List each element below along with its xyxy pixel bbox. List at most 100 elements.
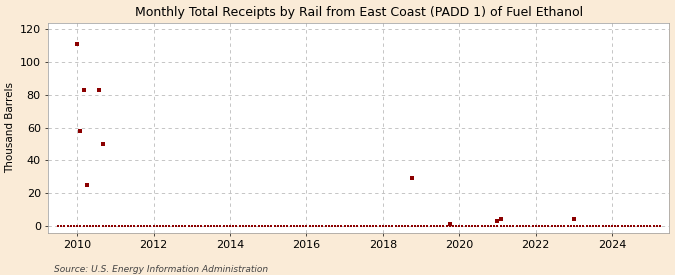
- Point: [381, 224, 392, 228]
- Point: [457, 224, 468, 228]
- Point: [429, 224, 439, 228]
- Point: [205, 224, 216, 228]
- Point: [600, 224, 611, 228]
- Point: [635, 224, 646, 228]
- Point: [65, 224, 76, 228]
- Point: [75, 224, 86, 228]
- Point: [553, 224, 564, 228]
- Point: [253, 224, 264, 228]
- Point: [97, 224, 108, 228]
- Point: [238, 224, 248, 228]
- Point: [451, 224, 462, 228]
- Point: [473, 224, 484, 228]
- Point: [412, 224, 423, 228]
- Point: [155, 224, 165, 228]
- Point: [444, 224, 455, 228]
- Point: [575, 224, 586, 228]
- Point: [171, 224, 182, 228]
- Point: [215, 224, 226, 228]
- Point: [123, 224, 134, 228]
- Point: [53, 224, 63, 228]
- Point: [317, 224, 328, 228]
- Point: [78, 87, 89, 92]
- Point: [533, 224, 544, 228]
- Point: [72, 224, 82, 228]
- Point: [310, 224, 321, 228]
- Point: [196, 224, 207, 228]
- Point: [342, 224, 353, 228]
- Point: [514, 224, 525, 228]
- Point: [374, 224, 385, 228]
- Point: [629, 224, 640, 228]
- Point: [511, 224, 522, 228]
- Point: [275, 224, 286, 228]
- Point: [333, 224, 344, 228]
- Text: Source: U.S. Energy Information Administration: Source: U.S. Energy Information Administ…: [54, 265, 268, 274]
- Point: [282, 224, 293, 228]
- Point: [186, 224, 197, 228]
- Point: [444, 222, 455, 227]
- Point: [610, 224, 621, 228]
- Point: [101, 224, 111, 228]
- Point: [406, 176, 417, 181]
- Point: [180, 224, 191, 228]
- Point: [613, 224, 624, 228]
- Point: [520, 224, 531, 228]
- Point: [566, 224, 576, 228]
- Point: [260, 224, 271, 228]
- Point: [62, 224, 73, 228]
- Point: [403, 224, 414, 228]
- Point: [247, 224, 258, 228]
- Point: [489, 224, 500, 228]
- Point: [464, 224, 475, 228]
- Point: [158, 224, 169, 228]
- Point: [492, 219, 503, 223]
- Point: [568, 217, 579, 222]
- Point: [292, 224, 302, 228]
- Point: [227, 224, 238, 228]
- Point: [340, 224, 350, 228]
- Point: [568, 224, 579, 228]
- Point: [263, 224, 273, 228]
- Point: [327, 224, 338, 228]
- Point: [645, 224, 655, 228]
- Point: [119, 224, 130, 228]
- Point: [396, 224, 407, 228]
- Point: [537, 224, 547, 228]
- Point: [72, 42, 82, 46]
- Point: [425, 224, 436, 228]
- Point: [435, 224, 446, 228]
- Point: [59, 224, 70, 228]
- Point: [193, 224, 204, 228]
- Point: [364, 224, 375, 228]
- Point: [419, 224, 430, 228]
- Y-axis label: Thousand Barrels: Thousand Barrels: [5, 82, 16, 173]
- Point: [371, 224, 382, 228]
- Point: [336, 224, 347, 228]
- Point: [94, 224, 105, 228]
- Point: [406, 224, 417, 228]
- Point: [578, 224, 589, 228]
- Point: [508, 224, 519, 228]
- Point: [556, 224, 566, 228]
- Point: [438, 224, 449, 228]
- Point: [107, 224, 117, 228]
- Point: [288, 224, 299, 228]
- Point: [91, 224, 102, 228]
- Point: [422, 224, 433, 228]
- Point: [84, 224, 95, 228]
- Point: [362, 224, 373, 228]
- Point: [431, 224, 442, 228]
- Point: [298, 224, 308, 228]
- Point: [505, 224, 516, 228]
- Point: [476, 224, 487, 228]
- Point: [384, 224, 395, 228]
- Point: [234, 224, 245, 228]
- Point: [148, 224, 159, 228]
- Point: [183, 224, 194, 228]
- Point: [164, 224, 175, 228]
- Point: [269, 224, 280, 228]
- Point: [562, 224, 573, 228]
- Point: [594, 224, 605, 228]
- Point: [502, 224, 512, 228]
